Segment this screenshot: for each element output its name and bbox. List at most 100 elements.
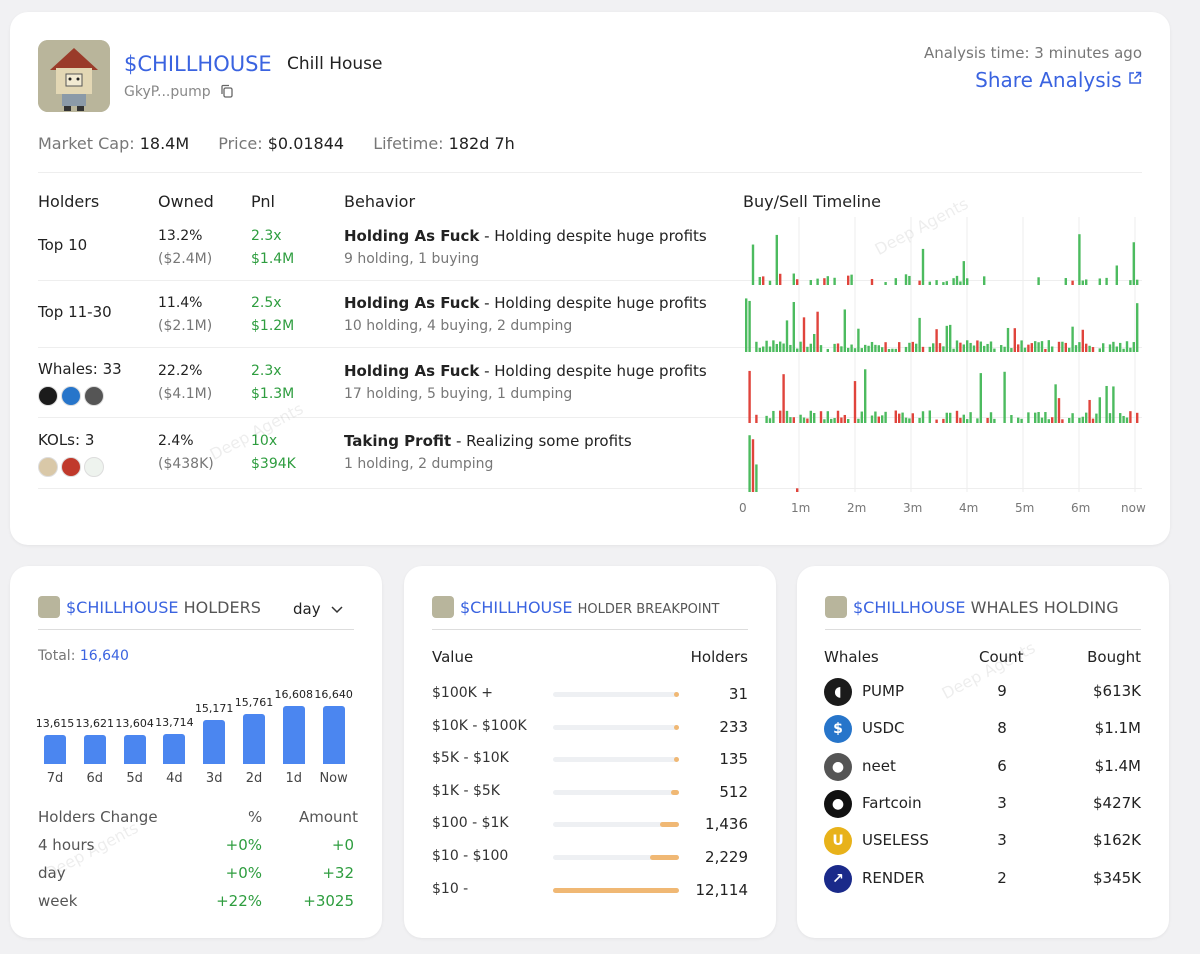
buy-bar [979,373,982,423]
buy-bar [799,414,802,423]
buy-bar [860,411,863,423]
buy-bar [843,309,846,352]
buy-bar [945,325,948,352]
change-amount: +3025 [303,892,354,910]
holders-bar[interactable] [203,720,226,764]
sell-bar [796,279,799,285]
sell-bar [1051,417,1054,423]
lifetime-value: 182d 7h [448,134,515,153]
title-ticker: $CHILLHOUSE [853,598,966,617]
whale-bought: $1.4M [1094,756,1141,775]
buy-bar [813,333,816,352]
breakpoint-count: 2,229 [705,848,748,866]
share-analysis-link[interactable]: Share Analysis [975,68,1142,92]
timeline-tick-label: 0 [739,501,747,515]
total-label: Total: [38,648,76,664]
buy-bar [1081,280,1084,285]
buy-bar [894,348,897,352]
holders-bar-value: 13,621 [75,717,115,731]
buy-bar [1044,412,1047,423]
behavior-line: Holding As Fuck - Holding despite huge p… [344,227,707,245]
watermark: Deep Agents [206,398,307,465]
sell-bar [806,418,809,423]
buy-bar [809,410,812,423]
buy-bar [751,244,755,285]
holders-bar[interactable] [44,735,66,764]
col-header-value: Value [432,648,474,666]
breakpoint-range: $1K - $5K [432,782,500,799]
breakpoint-track [553,757,679,763]
change-period: 4 hours [38,836,95,854]
breakpoint-track [553,855,679,860]
buy-bar [857,328,860,352]
buy-bar [1078,417,1081,423]
buy-bar [1105,277,1108,285]
buy-bar [758,276,761,285]
breakpoint-range: $100K + [432,685,493,701]
buy-bar [1037,277,1040,285]
holders-bar[interactable] [322,706,345,764]
total-value: 16,640 [79,648,129,664]
buy-bar [768,346,772,352]
holders-bar-value: 16,608 [274,688,314,702]
holders-bar-value: 15,761 [234,696,274,710]
buy-bar [928,346,931,352]
buy-bar [904,346,908,352]
holders-bar[interactable] [83,735,106,764]
buy-bar [1125,341,1129,352]
whale-bought: $1.1M [1094,719,1141,738]
buy-bar [918,317,921,352]
holders-bar[interactable] [123,735,146,764]
sell-bar [894,410,897,423]
breakpoint-track [553,692,679,697]
buy-bar [792,273,795,285]
buy-bar [755,341,758,352]
holders-bar[interactable] [243,714,265,764]
behavior-title: Taking Profit [344,432,452,450]
divider [38,629,354,630]
buy-bar [802,417,806,423]
whale-count: 2 [997,868,1007,887]
sell-bar [1091,347,1095,352]
buy-bar [1027,412,1030,423]
buy-bar [789,417,792,423]
behavior-title: Holding As Fuck [344,227,480,245]
buy-bar [1098,348,1101,352]
holders-bar[interactable] [163,734,186,764]
divider [432,629,748,630]
holders-total: Total: 16,640 [38,648,129,664]
buy-bar [775,343,778,352]
buy-bar [1017,417,1020,423]
divider [38,347,1142,348]
buy-bar [891,348,894,352]
sell-bar [935,329,938,352]
buy-bar [816,278,819,285]
col-header-behavior: Behavior [344,192,416,211]
row-label: KOLs: 3 [38,431,95,449]
buy-bar [877,345,880,352]
whale-bought: $427K [1092,793,1141,812]
sell-bar [1061,419,1064,423]
sell-bar [959,417,962,423]
buy-bar [772,340,775,352]
copy-icon[interactable] [220,84,234,98]
holders-bar-category: 1d [285,771,303,786]
buy-bar [748,300,751,352]
change-period: day [38,864,66,882]
breakpoint-range: $10 - $100 [432,848,509,864]
timeline-tick-label: 1m [791,501,811,515]
sell-bar [1091,418,1095,423]
holders-bar[interactable] [282,706,305,764]
behavior-line: Holding As Fuck - Holding despite huge p… [344,294,707,312]
period-select[interactable]: day [293,600,343,618]
change-header-pct: % [248,808,263,826]
behavior-line: Taking Profit - Realizing some profits [344,432,632,450]
buy-bar [864,369,867,423]
token-ticker[interactable]: $CHILLHOUSE [124,52,272,76]
timeline-tick-label: 5m [1015,501,1035,515]
holders-bar-value: 13,615 [35,717,75,731]
sell-bar [921,346,925,352]
breakpoint-card-title: $CHILLHOUSE HOLDER BREAKPOINT [460,598,719,617]
buy-bar [853,348,857,352]
breakpoint-track [553,724,679,730]
